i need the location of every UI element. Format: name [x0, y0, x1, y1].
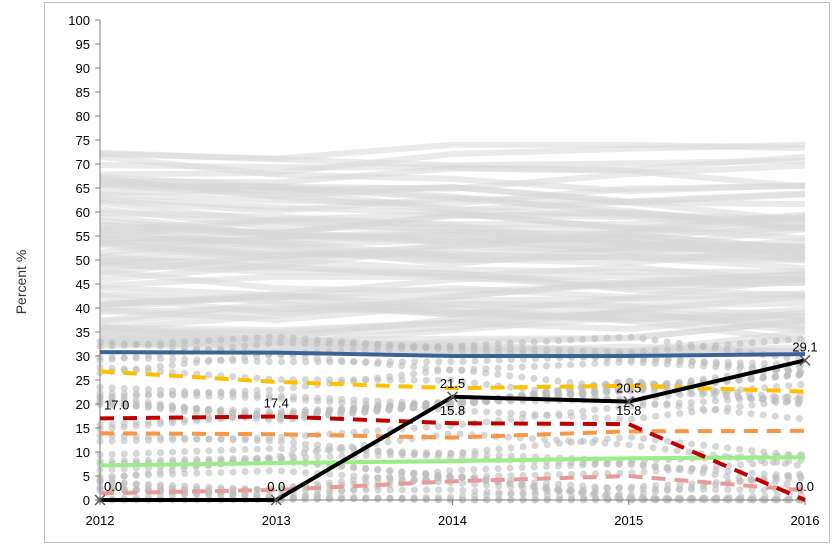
data-label: 15.8 [440, 403, 465, 418]
series-point-marker [94, 494, 106, 506]
series-point-marker [799, 354, 811, 366]
background-dotted-line [96, 333, 809, 369]
background-dotted-line [96, 371, 809, 425]
y-tick-label: 60 [76, 205, 90, 220]
series-point-marker [446, 391, 459, 403]
background-line [99, 309, 806, 334]
background-line [99, 295, 806, 326]
series-lines [94, 350, 811, 506]
y-tick-label: 15 [76, 421, 90, 436]
x-tick-label: 2016 [791, 513, 820, 528]
background-line [99, 270, 806, 332]
background-dotted-line [96, 474, 809, 504]
y-tick-label: 30 [76, 349, 90, 364]
x-tick-label: 2015 [614, 513, 643, 528]
y-tick-label: 50 [76, 253, 90, 268]
background-dotted-line [96, 478, 809, 504]
x-tick-label: 2014 [438, 513, 467, 528]
y-tick-label: 40 [76, 301, 90, 316]
data-label: 0.0 [104, 479, 122, 494]
x-tick-label: 2012 [86, 513, 115, 528]
y-tick-label: 0 [83, 493, 90, 508]
background-dotted-line [96, 365, 809, 407]
background-line [99, 182, 806, 207]
data-label: 29.1 [792, 339, 817, 354]
background-line [99, 181, 806, 208]
background-line [99, 248, 806, 265]
series-line [99, 350, 806, 358]
data-label: 15.8 [616, 403, 641, 418]
series-line [99, 428, 806, 440]
data-label: 0.0 [267, 479, 285, 494]
y-tick-label: 70 [76, 157, 90, 172]
y-tick-label: 75 [76, 133, 90, 148]
data-labels: 17.0 0.0 17.4 0.0 21.5 15.8 20.5 15.8 29.1 0.0 [104, 339, 818, 494]
background-dotted-line [96, 392, 809, 445]
y-tick-label: 95 [76, 37, 90, 52]
series-line [99, 414, 806, 502]
y-tick-label: 35 [76, 325, 90, 340]
data-label: 17.0 [104, 397, 129, 412]
series-point-marker [270, 494, 282, 506]
y-tick-label: 100 [68, 13, 90, 28]
y-tick-label: 65 [76, 181, 90, 196]
background-dotted-line [96, 363, 809, 423]
background-line [99, 209, 806, 237]
y-tick-label: 10 [76, 445, 90, 460]
x-tick-label: 2013 [262, 513, 291, 528]
y-tick-label: 85 [76, 85, 90, 100]
background-dotted-line [96, 389, 809, 423]
series-line [99, 474, 806, 496]
background-line [99, 224, 806, 256]
y-tick-label: 5 [83, 469, 90, 484]
series-point-marker [623, 396, 635, 408]
data-label: 0.0 [796, 479, 814, 494]
y-tick-label: 45 [76, 277, 90, 292]
data-label: 21.5 [440, 376, 465, 391]
y-tick-label: 55 [76, 229, 90, 244]
y-tick-label: 90 [76, 61, 90, 76]
axes: 0 5 10 15 20 25 30 35 40 45 50 55 60 65 70 75 80 85 90 95 10… [68, 13, 819, 528]
y-tick-label: 25 [76, 373, 90, 388]
background-line [99, 149, 806, 169]
background-dotted-line [96, 433, 809, 460]
y-tick-label: 20 [76, 397, 90, 412]
background-dotted-line [96, 351, 809, 376]
series-line [99, 455, 806, 468]
y-tick-label: 80 [76, 109, 90, 124]
background-line [99, 262, 806, 287]
y-axis-label: Percent % [13, 250, 29, 315]
data-label: 20.5 [616, 381, 641, 396]
data-label: 17.4 [264, 395, 289, 410]
background-line [99, 206, 806, 233]
background-line [99, 236, 806, 272]
